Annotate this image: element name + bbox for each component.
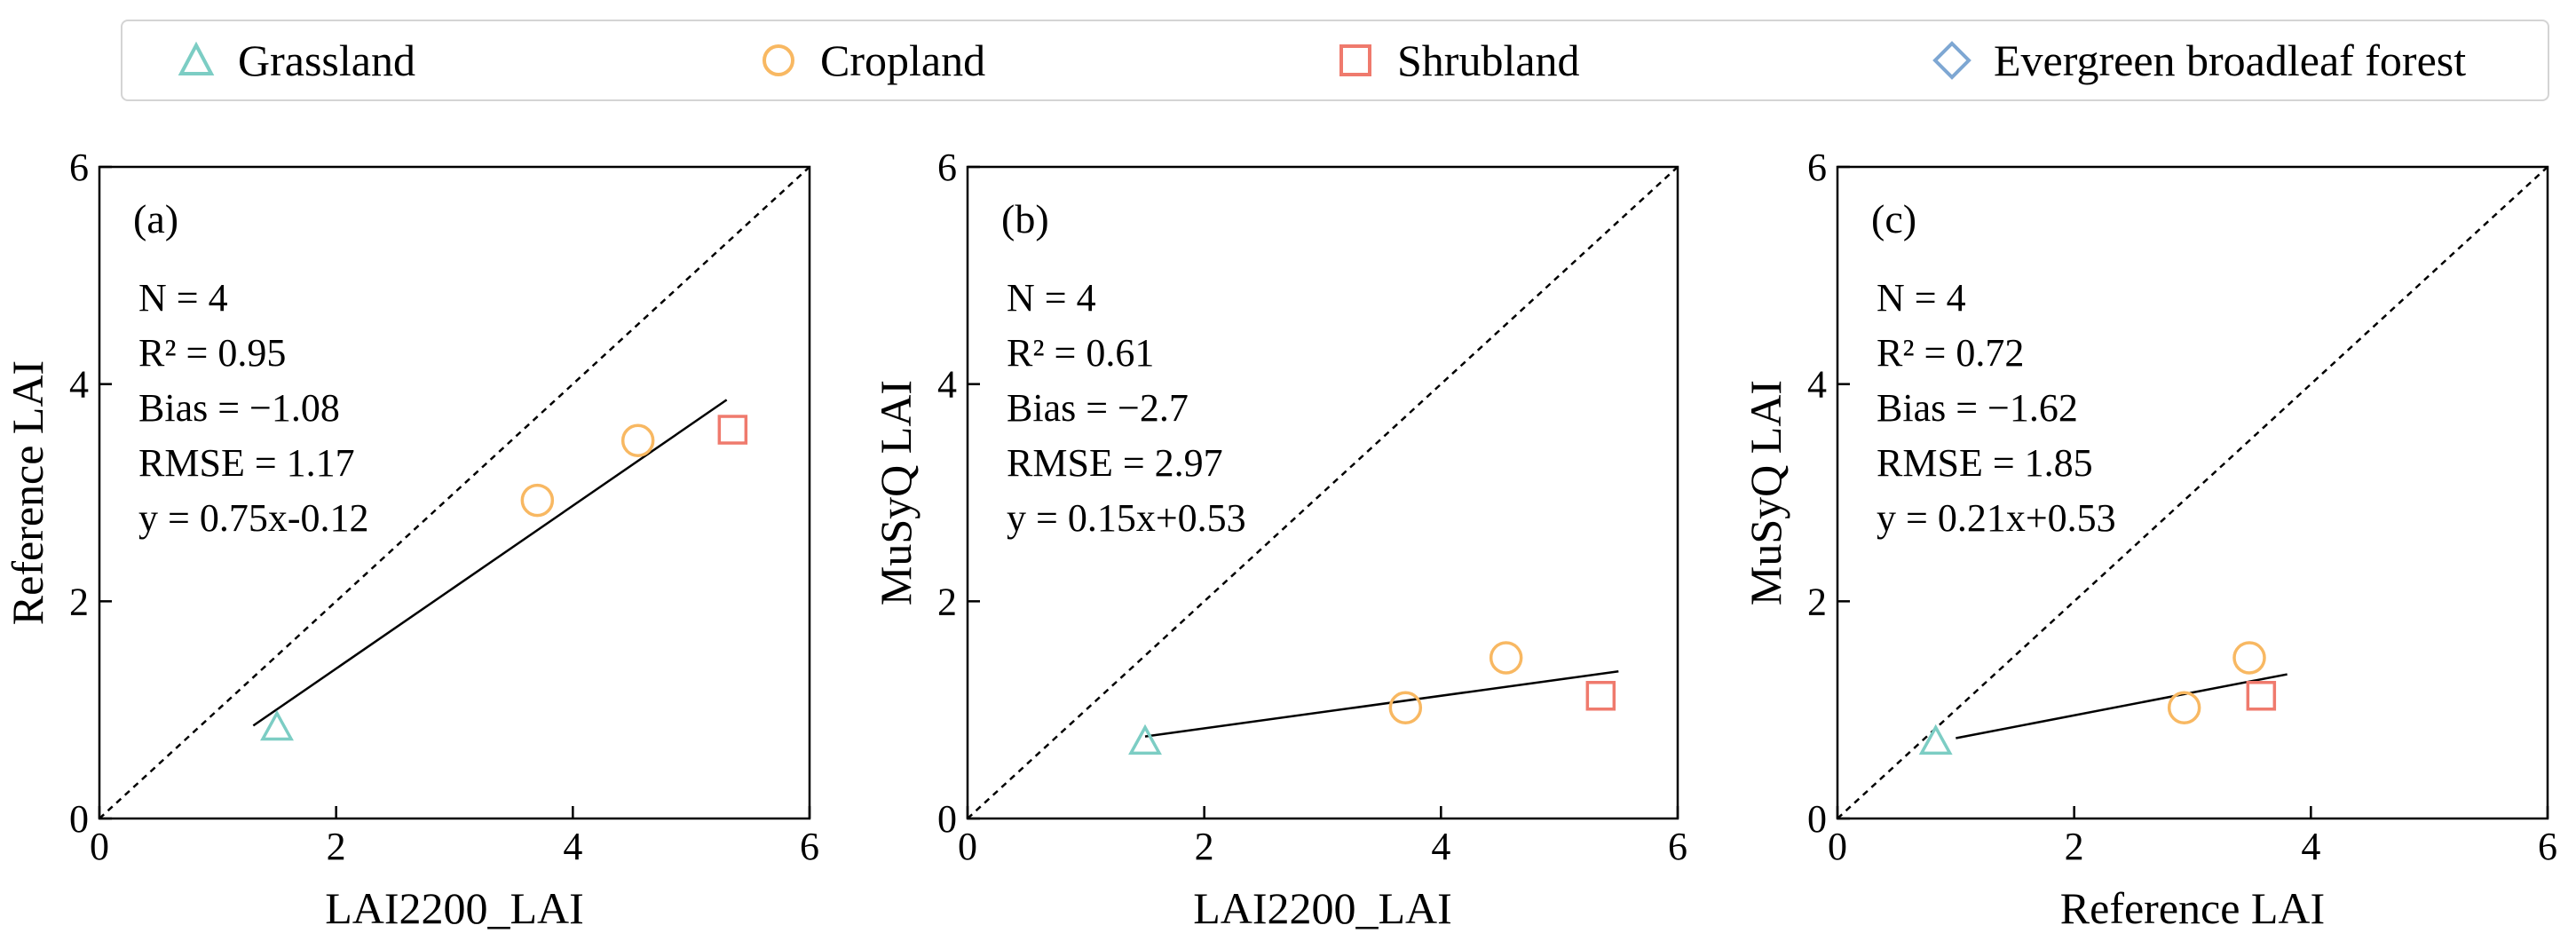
legend-item-evergreen-broadleaf-forest: Evergreen broadleaf forest: [1930, 21, 2466, 99]
y-tick-label: 0: [937, 797, 957, 841]
y-tick-label: 4: [1807, 363, 1827, 407]
stat-line: RMSE = 1.85: [1877, 441, 2093, 485]
y-tick-label: 4: [937, 363, 957, 407]
y-tick-label: 2: [1807, 580, 1827, 623]
stat-line: R² = 0.72: [1877, 331, 2024, 375]
legend-item-cropland: Cropland: [756, 21, 985, 99]
stat-line: y = 0.15x+0.53: [1007, 496, 1246, 540]
point-shrubland: [717, 415, 748, 445]
legend-label-cropland: Cropland: [820, 36, 986, 85]
x-tick-label: 2: [1195, 825, 1214, 868]
legend-label-evergreen-broadleaf-forest: Evergreen broadleaf forest: [1994, 36, 2467, 85]
x-tick-label: 0: [1828, 825, 1847, 868]
x-tick-label: 0: [958, 825, 977, 868]
point-shrubland: [2246, 681, 2277, 711]
x-tick-label: 6: [2538, 825, 2557, 868]
panel-label: (b): [1001, 196, 1049, 241]
diamond-marker-icon: [1932, 41, 1972, 80]
legend-label-shrubland: Shrubland: [1397, 36, 1580, 85]
fit-line: [1956, 673, 2288, 739]
x-tick-label: 4: [2301, 825, 2320, 868]
point-cropland: [2232, 641, 2266, 675]
point-cropland: [1388, 691, 1423, 724]
fit-line: [252, 399, 728, 727]
circle-marker-icon: [763, 44, 794, 76]
stat-line: y = 0.75x-0.12: [138, 496, 368, 540]
point-shrubland: [1585, 681, 1616, 711]
stat-line: N = 4: [138, 276, 228, 320]
chart-panel-3: 0 2 4 6 0 2 4 6 Reference LAI MuSyQ LAI (c) N = 4 R²…: [1741, 146, 2557, 933]
x-tick-label: 0: [90, 825, 109, 868]
x-axis-label: LAI2200_LAI: [1193, 883, 1452, 933]
legend-item-grassland: Grassland: [174, 21, 415, 99]
y-axis-label: MuSyQ LAI: [1741, 380, 1790, 605]
stat-line: y = 0.21x+0.53: [1877, 496, 2116, 540]
fit-line: [1144, 670, 1619, 738]
stat-line: N = 4: [1007, 276, 1096, 320]
plot-frame: [1836, 165, 2549, 820]
y-tick-label: 6: [937, 146, 957, 189]
stat-line: Bias = −1.62: [1877, 386, 2078, 430]
stat-line: N = 4: [1877, 276, 1966, 320]
x-tick-label: 4: [563, 825, 582, 868]
chart-panel-2: 0 2 4 6 0 2 4 6 LAI2200_LAI MuSyQ LAI (b) N = 4 R² =…: [871, 146, 1687, 933]
x-tick-label: 4: [1431, 825, 1450, 868]
y-tick-label: 0: [1807, 797, 1827, 841]
stat-line: R² = 0.95: [138, 331, 286, 375]
point-cropland: [2167, 691, 2201, 724]
panel-label: (a): [133, 196, 178, 241]
stat-line: RMSE = 1.17: [138, 441, 355, 485]
x-axis-label: LAI2200_LAI: [325, 883, 584, 933]
point-grassland: [260, 709, 294, 741]
stat-line: Bias = −1.08: [138, 386, 340, 430]
y-axis-label: Reference LAI: [3, 360, 52, 625]
y-tick-label: 6: [69, 146, 89, 189]
x-axis-label: Reference LAI: [2060, 883, 2325, 933]
triangle-marker-icon: [178, 41, 215, 75]
legend-label-grassland: Grassland: [238, 36, 415, 85]
y-axis-label: MuSyQ LAI: [871, 380, 921, 605]
x-tick-label: 2: [2065, 825, 2084, 868]
plot-frame: [98, 165, 811, 820]
point-grassland: [1128, 724, 1162, 755]
chart-panel-1: 0 2 4 6 0 2 4 6 LAI2200_LAI Reference LAI (a) N = 4…: [3, 146, 819, 933]
legend-item-shrubland: Shrubland: [1333, 21, 1580, 99]
x-tick-label: 2: [327, 825, 346, 868]
stat-line: R² = 0.61: [1007, 331, 1154, 375]
one-to-one-line: [99, 166, 810, 819]
y-tick-label: 4: [69, 363, 89, 407]
point-grassland: [1918, 724, 1953, 755]
one-to-one-line: [967, 166, 1679, 819]
y-tick-label: 6: [1807, 146, 1827, 189]
y-tick-label: 2: [937, 580, 957, 623]
stat-line: Bias = −2.7: [1007, 386, 1189, 430]
point-cropland: [520, 483, 555, 518]
legend: Grassland Cropland Shrubland Evergreen b…: [121, 20, 2549, 101]
plot-frame: [966, 165, 1679, 820]
x-tick-label: 6: [1668, 825, 1687, 868]
point-cropland: [620, 423, 655, 458]
y-tick-label: 0: [69, 797, 89, 841]
panel-label: (c): [1871, 196, 1916, 241]
y-tick-label: 2: [69, 580, 89, 623]
point-cropland: [1489, 641, 1523, 675]
x-tick-label: 6: [800, 825, 819, 868]
square-marker-icon: [1339, 44, 1371, 76]
stat-line: RMSE = 2.97: [1007, 441, 1223, 485]
